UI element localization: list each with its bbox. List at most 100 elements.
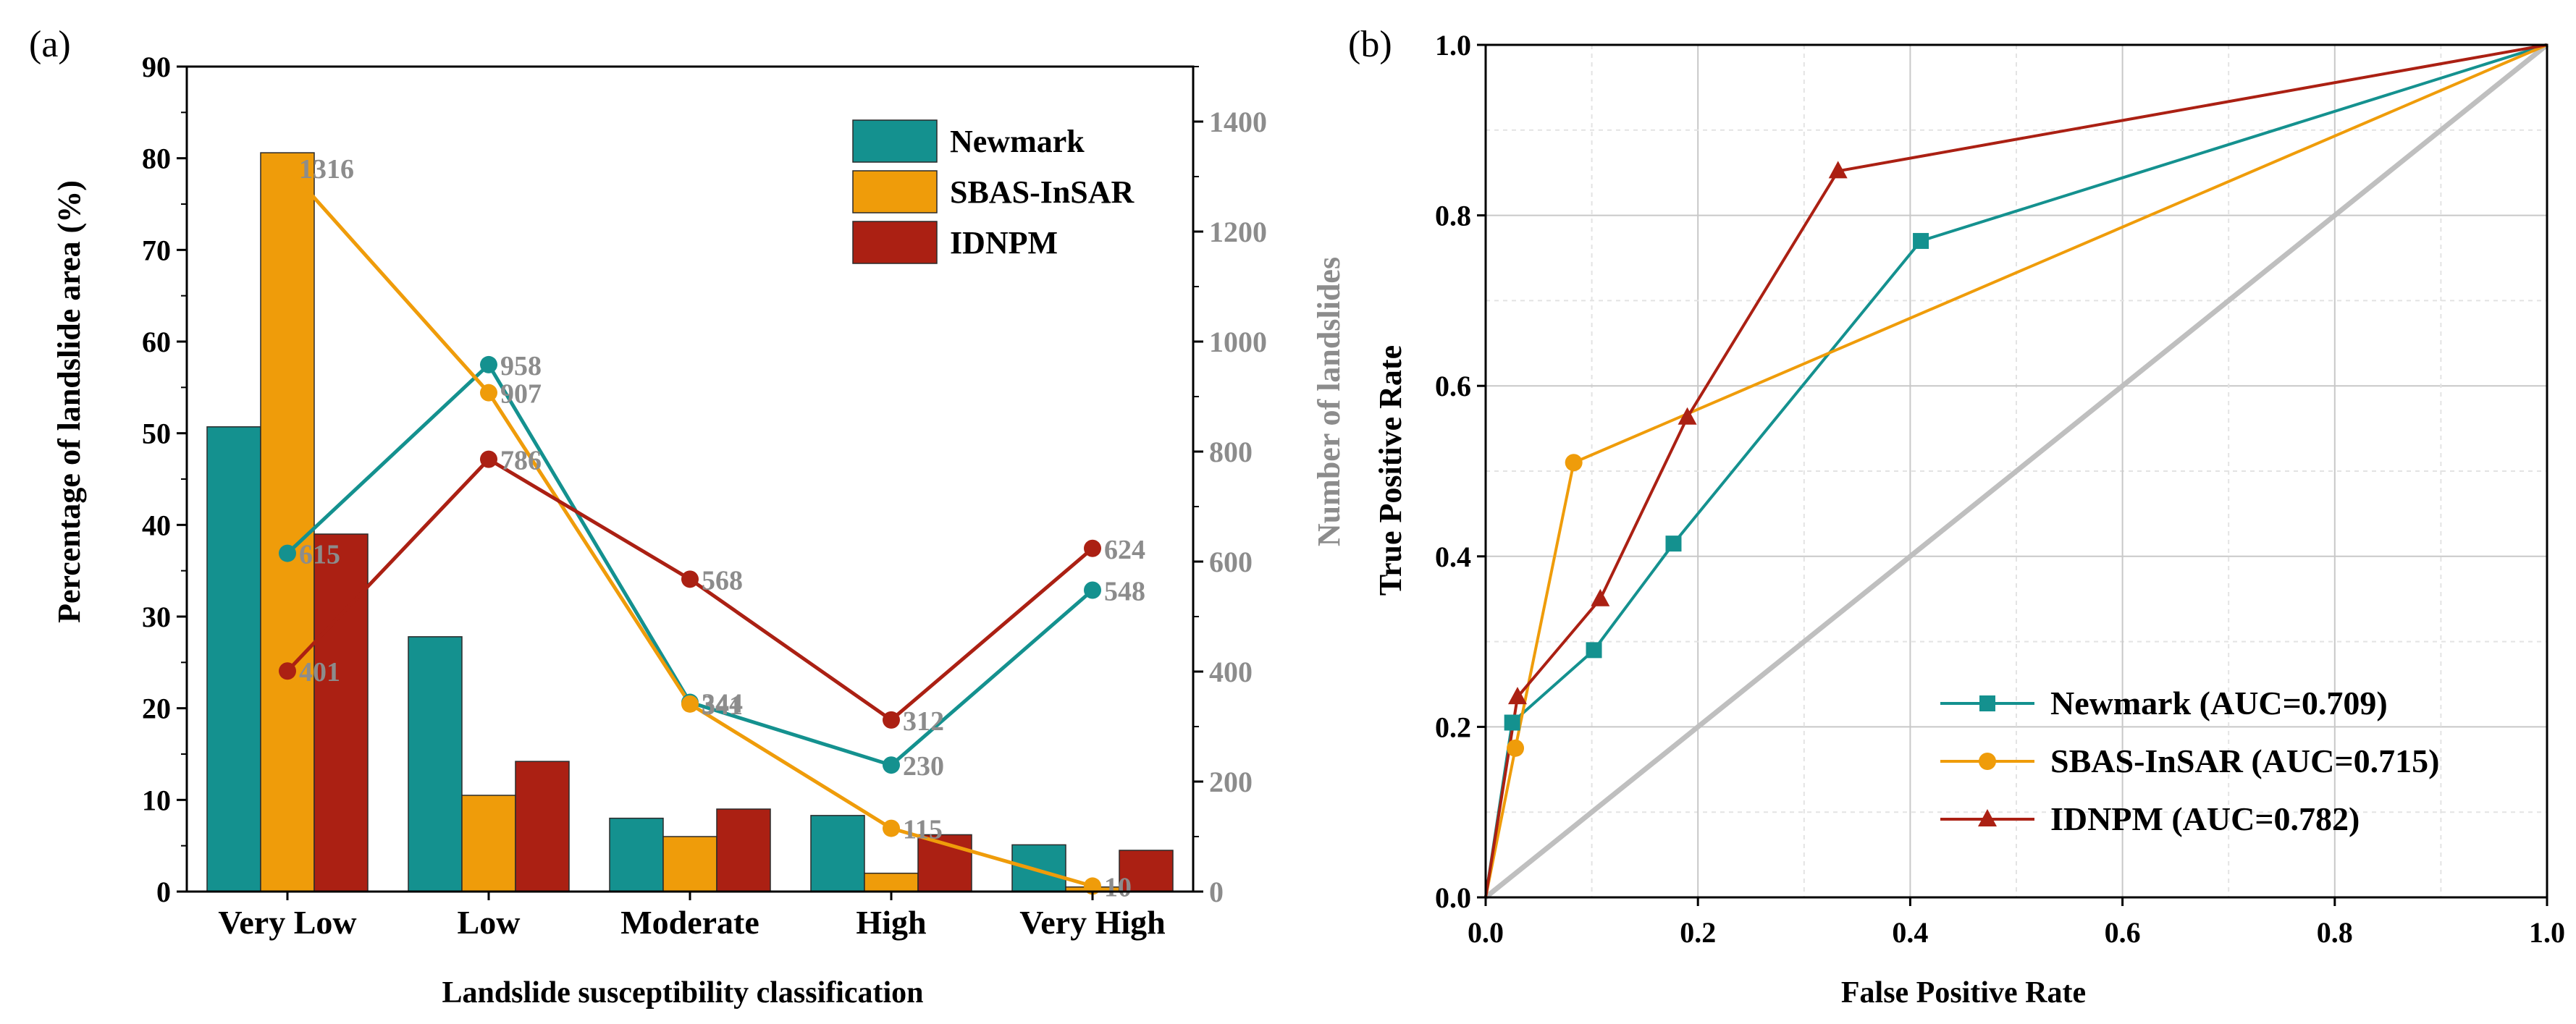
x-tick-label: Very High (1019, 904, 1165, 941)
bar (1011, 844, 1066, 892)
y-tick-label: 0 (156, 876, 171, 908)
data-label: 344 (702, 689, 743, 719)
y-tick-label: 30 (142, 601, 171, 633)
y-tick-label: 1.0 (1435, 29, 1471, 62)
legend: Newmark (AUC=0.709) SBAS-InSAR (AUC=0.715… (1940, 685, 2439, 837)
y-tick-label: 60 (142, 326, 171, 358)
line-point (1084, 539, 1101, 557)
point-marker (1979, 695, 1995, 711)
y-tick-label: 0.8 (1435, 200, 1471, 232)
legend-swatch (852, 170, 938, 213)
bar (917, 834, 972, 892)
y-tick-label: 0.6 (1435, 370, 1471, 402)
line-point (681, 570, 699, 588)
line-point (883, 711, 900, 729)
legend-label: SBAS-InSAR (AUC=0.715) (2050, 742, 2439, 779)
y2-tick-label: 0 (1209, 876, 1224, 908)
point-marker (1665, 536, 1682, 552)
y2-tick-label: 600 (1209, 546, 1253, 578)
bar (260, 152, 315, 892)
data-label: 568 (702, 565, 743, 596)
x-tick-label: Very Low (218, 904, 356, 941)
data-label: 615 (299, 540, 340, 570)
y-tick-label: 90 (142, 51, 171, 83)
x-tick-label: Moderate (620, 904, 759, 941)
data-label: 958 (500, 351, 542, 381)
x-tick-label: 0.6 (2105, 916, 2141, 949)
point-marker (1507, 687, 1527, 705)
y2-tick-label: 1200 (1209, 216, 1267, 248)
x-tick-label: 0.0 (1468, 916, 1504, 949)
y2-tick-label: 800 (1209, 436, 1253, 468)
data-label: 341 (702, 690, 743, 721)
legend-swatch (852, 119, 938, 163)
panel-b-label: (b) (1348, 24, 1392, 65)
legend-label: Newmark (950, 124, 1085, 159)
bar (662, 836, 717, 892)
y2-tick-label: 1000 (1209, 326, 1267, 358)
y-tick-label: 0.0 (1435, 881, 1471, 914)
y-tick-label: 20 (142, 693, 171, 725)
x-tick-label: 0.8 (2317, 916, 2353, 949)
y-tick-label: 40 (142, 509, 171, 541)
bar (206, 426, 261, 892)
point-marker (1591, 588, 1610, 606)
legend-label: IDNPM (950, 225, 1058, 261)
legend-swatch (852, 221, 938, 264)
bar (313, 533, 369, 892)
data-label: 312 (903, 706, 944, 737)
data-label: 1316 (299, 154, 354, 185)
point-marker (1913, 232, 1929, 249)
x-tick-label: High (856, 904, 926, 941)
y2-tick-label: 200 (1209, 766, 1253, 798)
bar (408, 636, 463, 892)
x-tick-label: 1.0 (2529, 916, 2565, 949)
line-point (1084, 877, 1101, 895)
line-point (279, 662, 296, 680)
y-axis-label: Percentage of landslide area (%) (51, 180, 87, 623)
point-marker (1586, 642, 1602, 659)
y-tick-label: 70 (142, 234, 171, 266)
point-marker (1978, 809, 1997, 826)
line-point (480, 355, 497, 373)
x-axis-label: Landslide susceptibility classification (442, 976, 923, 1010)
legend-label: IDNPM (AUC=0.782) (2050, 800, 2360, 837)
y-tick-label: 80 (142, 143, 171, 175)
x-tick-label: Low (458, 904, 521, 941)
line-point (279, 544, 296, 562)
line-point (1084, 581, 1101, 599)
panel-a-chart: (a) 615 958 344 230 548 1316 907 341 115 10 401 786… (29, 24, 1347, 1010)
data-label: 907 (500, 379, 542, 410)
x-tick-label: 0.4 (1892, 916, 1928, 949)
panel-a-label: (a) (29, 24, 71, 65)
data-label: 786 (500, 446, 542, 476)
legend: Newmark SBAS-InSAR IDNPM (852, 119, 1135, 264)
line-point (681, 695, 699, 713)
point-marker (1504, 714, 1520, 731)
point-marker (1565, 454, 1583, 472)
data-label: 624 (1104, 535, 1145, 565)
roc-line (1484, 43, 2548, 898)
line-point (480, 384, 497, 402)
y-tick-label: 10 (142, 784, 171, 816)
bar (864, 872, 919, 892)
data-label: 548 (1104, 577, 1145, 607)
data-label: 115 (903, 815, 943, 845)
line-point (883, 756, 900, 774)
x-axis-label: False Positive Rate (1841, 976, 2086, 1010)
bar (810, 815, 865, 892)
legend-label: Newmark (AUC=0.709) (2050, 685, 2388, 722)
point-marker (1678, 407, 1697, 425)
point-marker (1507, 739, 1525, 757)
point-marker (1979, 753, 1996, 770)
plot-frame (1484, 43, 2548, 899)
data-label: 401 (299, 657, 340, 687)
line-point (279, 158, 296, 177)
y-axis-label: True Positive Rate (1373, 345, 1408, 596)
line-point (883, 819, 900, 837)
x-tick-label: 0.2 (1680, 916, 1716, 949)
y-tick-label: 0.4 (1435, 541, 1471, 573)
bar (515, 761, 570, 892)
bar (461, 795, 516, 892)
